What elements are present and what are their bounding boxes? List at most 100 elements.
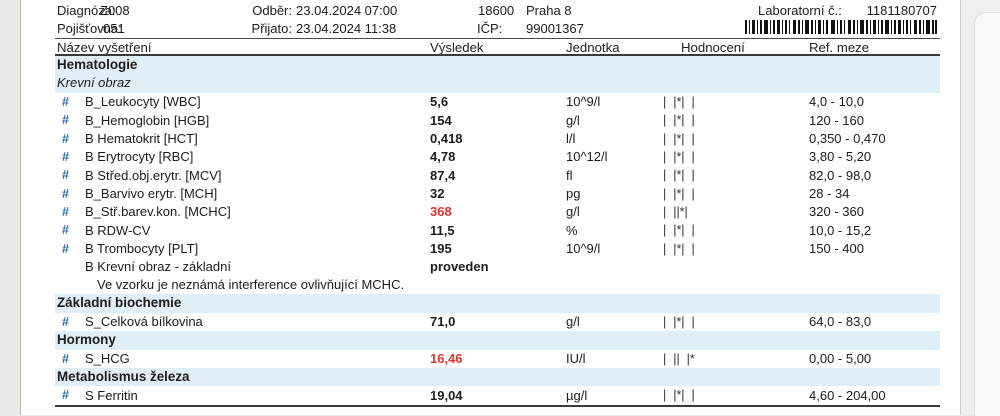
test-name: S Ferritin xyxy=(85,387,138,403)
range-indicator: | |*| | xyxy=(663,314,695,329)
reference-range: 3,80 - 5,20 xyxy=(809,149,872,165)
test-result-abnormal: 16,46 xyxy=(430,351,463,367)
test-result: 71,0 xyxy=(430,314,456,330)
diagnosis-label: Diagnóza: xyxy=(57,3,116,18)
lab-report-page: Diagnóza: Z008 Odběr: 23.04.2024 07:00 1… xyxy=(21,0,960,415)
test-name: B_Leukocyty [WBC] xyxy=(85,94,201,110)
section-title: Hormony xyxy=(57,332,116,348)
column-header-name: Název vyšetření xyxy=(57,40,152,55)
table-row: # B_Hemoglobin [HGB] 154 g/l | |*| | 120… xyxy=(55,111,940,129)
test-unit: IU/l xyxy=(566,351,586,367)
column-header-unit: Jednotka xyxy=(566,40,620,55)
page-left-gutter xyxy=(0,0,21,415)
reference-range: 150 - 400 xyxy=(809,241,864,257)
test-result: 0,418 xyxy=(430,131,463,147)
test-unit: fl xyxy=(566,167,573,183)
table-row: # B Trombocyty [PLT] 195 10^9/l | |*| | … xyxy=(55,239,940,257)
test-result: 5,6 xyxy=(430,94,449,110)
test-unit: 10^9/l xyxy=(566,241,601,257)
table-row: # B_Stř.barev.kon. [MCHC] 368 g/l | ||*|… xyxy=(55,203,940,221)
range-indicator: | |*| | xyxy=(663,113,695,128)
column-header-evaluation: Hodnocení xyxy=(681,40,745,55)
reference-range: 64,0 - 83,0 xyxy=(809,314,872,330)
barcode xyxy=(745,20,937,34)
range-indicator: | ||*| xyxy=(663,204,688,219)
icp-value: 99001367 xyxy=(526,21,584,36)
table-row: B Krevní obraz - základní proveden xyxy=(55,258,940,276)
range-indicator: | || |* xyxy=(663,351,695,366)
comment-text: Ve vzorku je neznámá interference ovlivň… xyxy=(97,277,405,293)
table-row: # S Ferritin 19,04 µg/l | |*| | 4,60 - 2… xyxy=(55,386,940,404)
table-row: # B Střed.obj.erytr. [MCV] 87,4 fl | |*|… xyxy=(55,166,940,184)
flag-marker: # xyxy=(62,149,69,164)
diagnosis-value: Z008 xyxy=(100,3,130,18)
test-unit: g/l xyxy=(566,204,580,220)
city: Praha 8 xyxy=(526,3,572,18)
collection-value: 23.04.2024 07:00 xyxy=(296,3,398,18)
viewer-panel-corner xyxy=(974,12,1000,416)
test-result: 11,5 xyxy=(430,222,455,238)
insurance-value: 051 xyxy=(103,21,125,36)
table-row: # S_Celková bílkovina 71,0 g/l | |*| | 6… xyxy=(55,313,940,331)
test-name: B Střed.obj.erytr. [MCV] xyxy=(85,167,222,183)
flag-marker: # xyxy=(62,186,69,201)
table-row: # B RDW-CV 11,5 % | |*| | 10,0 - 15,2 xyxy=(55,221,940,239)
range-indicator: | |*| | xyxy=(663,223,695,238)
flag-marker: # xyxy=(62,351,69,366)
test-result: 154 xyxy=(430,112,452,128)
test-result: 4,78 xyxy=(430,149,456,165)
section-row: Základní biochemie xyxy=(55,294,940,313)
lab-number-value: 1181180707 xyxy=(866,3,937,18)
test-unit: l/l xyxy=(566,131,576,147)
test-name: B_Hemoglobin [HGB] xyxy=(85,112,210,128)
test-result: 195 xyxy=(430,241,452,257)
table-row: # S_HCG 16,46 IU/l | || |* 0,00 - 5,00 xyxy=(55,350,940,368)
reference-range: 4,0 - 10,0 xyxy=(809,94,864,110)
test-result-abnormal: 368 xyxy=(430,204,452,220)
flag-marker: # xyxy=(62,94,69,109)
test-unit: % xyxy=(566,222,578,238)
section-title: Základní biochemie xyxy=(57,295,182,311)
table-header: Název vyšetření Výsledek Jednotka Hodnoc… xyxy=(55,40,940,55)
table-row: # B Erytrocyty [RBC] 4,78 10^12/l | |*| … xyxy=(55,148,940,166)
section-row: Hematologie xyxy=(55,56,940,75)
range-indicator: | |*| | xyxy=(663,168,695,183)
section-row: Metabolismus železa xyxy=(55,367,940,387)
lab-number-label: Laboratorní č.: xyxy=(758,3,842,18)
test-unit: pg xyxy=(566,186,581,202)
range-indicator: | |*| | xyxy=(663,94,695,109)
results-table: Hematologie Krevní obraz # B_Leukocyty [… xyxy=(55,56,940,407)
received-label: Přijato: xyxy=(251,21,292,36)
page-right-gutter xyxy=(960,0,1000,416)
test-name: S_HCG xyxy=(85,351,130,367)
section-row: Hormony xyxy=(55,331,940,350)
reference-range: 0,350 - 0,470 xyxy=(809,131,886,147)
test-unit: g/l xyxy=(566,314,580,330)
reference-range: 82,0 - 98,0 xyxy=(809,167,872,183)
postal-code: 18600 xyxy=(478,3,515,18)
range-indicator: | |*| | xyxy=(663,131,695,146)
test-name: B RDW-CV xyxy=(85,222,151,238)
range-indicator: | |*| | xyxy=(663,149,695,164)
range-indicator: | |*| | xyxy=(663,186,695,201)
test-name: B Hematokrit [HCT] xyxy=(85,131,198,147)
reference-range: 120 - 160 xyxy=(809,112,864,128)
flag-marker: # xyxy=(62,131,69,146)
insurance-label: Pojišťovna: xyxy=(57,21,122,36)
section-title: Metabolismus železa xyxy=(57,368,190,384)
reference-range: 28 - 34 xyxy=(809,186,850,202)
test-unit: 10^9/l xyxy=(566,94,601,110)
reference-range: 10,0 - 15,2 xyxy=(809,222,872,238)
reference-range: 0,00 - 5,00 xyxy=(809,351,872,367)
flag-marker: # xyxy=(62,241,69,256)
reference-range: 320 - 360 xyxy=(809,204,864,220)
received-value: 23.04.2024 11:38 xyxy=(296,21,397,36)
column-header-result: Výsledek xyxy=(430,40,484,55)
subsection-row: Krevní obraz xyxy=(55,74,940,93)
column-header-ref: Ref. meze xyxy=(809,40,870,55)
test-name: B Krevní obraz - základní xyxy=(85,259,231,275)
lab-report-content: Diagnóza: Z008 Odběr: 23.04.2024 07:00 1… xyxy=(55,0,940,415)
flag-marker: # xyxy=(62,314,69,329)
flag-marker: # xyxy=(62,168,69,183)
range-indicator: | |*| | xyxy=(663,241,695,256)
